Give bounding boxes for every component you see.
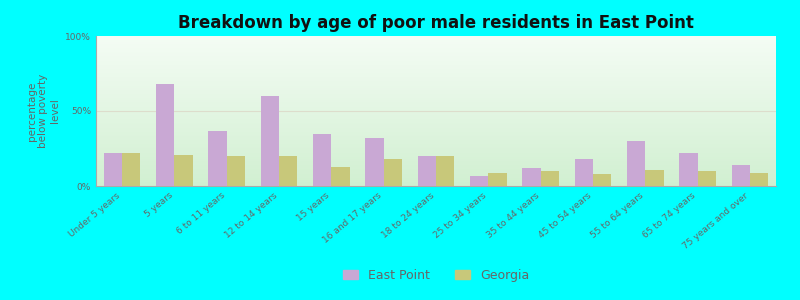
Bar bbox=[209, 130, 226, 186]
Bar bbox=[488, 172, 506, 186]
Bar bbox=[470, 176, 488, 186]
Bar bbox=[593, 174, 611, 186]
Bar bbox=[522, 168, 541, 186]
Bar bbox=[331, 167, 350, 186]
Bar bbox=[436, 156, 454, 186]
Legend: East Point, Georgia: East Point, Georgia bbox=[343, 269, 529, 282]
Bar bbox=[122, 153, 141, 186]
Bar bbox=[627, 141, 646, 186]
Bar bbox=[679, 153, 698, 186]
Bar bbox=[646, 169, 663, 186]
Bar bbox=[313, 134, 331, 186]
Bar bbox=[174, 154, 193, 186]
Y-axis label: percentage
below poverty
level: percentage below poverty level bbox=[26, 74, 60, 148]
Bar bbox=[384, 159, 402, 186]
Bar bbox=[698, 171, 716, 186]
Bar bbox=[418, 156, 436, 186]
Bar bbox=[366, 138, 384, 186]
Title: Breakdown by age of poor male residents in East Point: Breakdown by age of poor male residents … bbox=[178, 14, 694, 32]
Bar bbox=[731, 165, 750, 186]
Bar bbox=[574, 159, 593, 186]
Bar bbox=[279, 156, 298, 186]
Bar bbox=[156, 84, 174, 186]
Bar bbox=[226, 156, 245, 186]
Bar bbox=[261, 96, 279, 186]
Bar bbox=[541, 171, 559, 186]
Bar bbox=[104, 153, 122, 186]
Bar bbox=[750, 172, 768, 186]
